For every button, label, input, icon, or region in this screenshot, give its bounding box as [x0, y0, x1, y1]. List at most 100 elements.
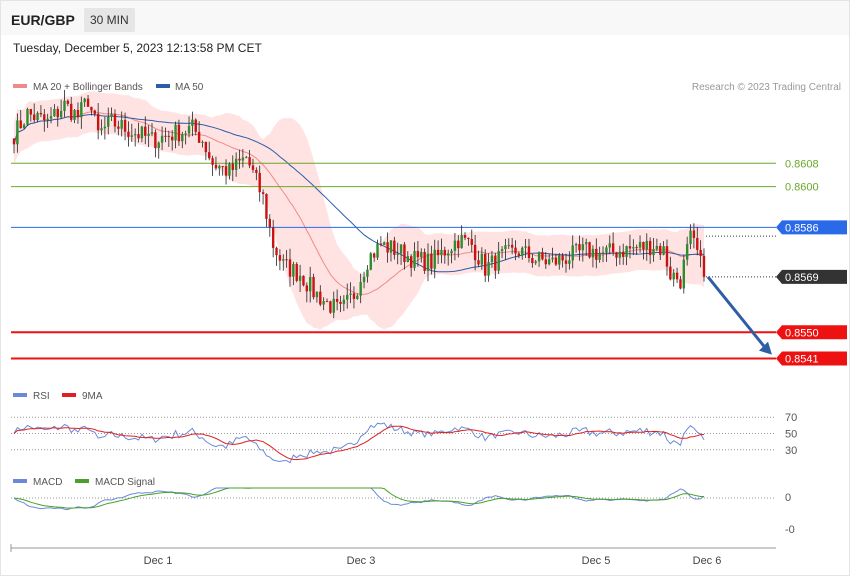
candle-body: [120, 119, 123, 129]
candle-body: [578, 244, 581, 251]
candle-body: [261, 192, 265, 194]
candle-body: [460, 234, 463, 249]
candle-body: [531, 258, 534, 264]
x-tick-label: Dec 1: [144, 555, 173, 567]
candle-body: [558, 255, 561, 265]
candle-body: [413, 251, 416, 268]
candle-body: [231, 163, 234, 170]
candle-body: [685, 244, 689, 260]
x-tick-label: Dec 5: [582, 555, 611, 567]
legend-label-rsi-ma: 9MA: [82, 391, 103, 402]
candle-body: [510, 244, 514, 248]
candle-body: [406, 256, 410, 262]
legend-label-bollinger: MA 20 + Bollinger Bands: [33, 82, 143, 93]
candle-body: [208, 152, 211, 159]
level-0-8541-label: 0.8541: [785, 354, 819, 366]
candle-body: [457, 240, 460, 249]
x-tick-label: Dec 3: [347, 555, 376, 567]
candle-body: [625, 246, 628, 257]
candle-body: [652, 248, 655, 256]
candle-body: [669, 266, 672, 280]
candle-body: [480, 253, 484, 265]
candle-body: [322, 301, 325, 305]
candle-body: [150, 132, 154, 134]
candle-body: [32, 114, 36, 121]
candle-body: [234, 158, 238, 170]
candle-body: [137, 134, 140, 139]
candle-body: [214, 164, 218, 169]
candle-body: [386, 242, 389, 253]
candle-body: [601, 252, 605, 254]
candle-body: [332, 298, 335, 313]
level-0-8569-label: 0.8569: [785, 272, 819, 284]
candle-body: [36, 112, 39, 121]
candle-body: [547, 259, 551, 265]
candle-body: [12, 138, 16, 145]
projection-arrow: [706, 275, 768, 350]
candle-body: [342, 299, 346, 304]
candle-body: [450, 250, 453, 254]
candle-body: [349, 293, 352, 295]
legend-swatch-rsi: [13, 393, 27, 397]
candle-body: [241, 157, 245, 161]
candle-body: [554, 257, 558, 265]
candle-body: [595, 248, 598, 260]
candle-body: [500, 249, 504, 252]
candle-body: [527, 246, 531, 259]
candle-body: [53, 109, 56, 117]
timeframe-badge[interactable]: 30 MIN: [84, 8, 135, 32]
candle-body: [339, 301, 342, 304]
candle-body: [308, 276, 312, 292]
candle-body: [100, 128, 103, 131]
candle-body: [113, 114, 117, 127]
candle-body: [564, 260, 568, 264]
candle-body: [490, 255, 494, 263]
candle-body: [514, 247, 517, 254]
legend-swatch-macd-signal: [75, 479, 89, 483]
candle-body: [298, 275, 302, 281]
legend-swatch-bollinger: [13, 84, 27, 88]
level-0-8600-label: 0.8600: [785, 182, 819, 194]
candle-body: [46, 118, 49, 121]
candle-body: [164, 135, 167, 137]
candle-body: [96, 113, 100, 131]
candle-body: [524, 246, 527, 248]
candle-body: [305, 285, 309, 292]
candle-body: [160, 135, 164, 143]
candle-body: [544, 259, 548, 265]
candle-body: [187, 125, 191, 134]
legend-swatch-ma50: [156, 84, 170, 88]
candle-body: [359, 282, 362, 296]
candle-body: [618, 251, 622, 258]
candle-body: [63, 100, 66, 112]
rsi-level-label: 30: [785, 445, 797, 457]
candle-body: [39, 112, 43, 115]
candle-body: [551, 257, 554, 260]
candle-body: [170, 136, 174, 141]
candle-body: [581, 244, 585, 251]
candle-body: [372, 253, 376, 258]
candle-body: [49, 116, 53, 119]
candle-body: [352, 293, 356, 299]
candle-body: [43, 114, 46, 121]
candle-body: [66, 100, 70, 104]
level-0-8550-label: 0.8550: [785, 327, 819, 339]
candle-body: [517, 253, 521, 256]
candle-body: [446, 253, 450, 256]
candle-body: [144, 126, 147, 136]
candle-body: [484, 253, 487, 276]
instrument-title: EUR/GBP: [11, 12, 75, 28]
candle-body: [238, 158, 241, 161]
candle-body: [591, 248, 595, 258]
candle-body: [689, 230, 692, 245]
candle-body: [335, 298, 339, 302]
candle-body: [436, 249, 440, 256]
candle-body: [86, 98, 90, 107]
chart-header: EUR/GBP 30 MIN: [1, 1, 849, 35]
candle-body: [638, 241, 642, 248]
candle-body: [177, 124, 181, 142]
level-0-8569-tag: [776, 269, 847, 284]
timestamp: Tuesday, December 5, 2023 12:13:58 PM CE…: [13, 41, 262, 55]
candle-body: [702, 255, 706, 277]
